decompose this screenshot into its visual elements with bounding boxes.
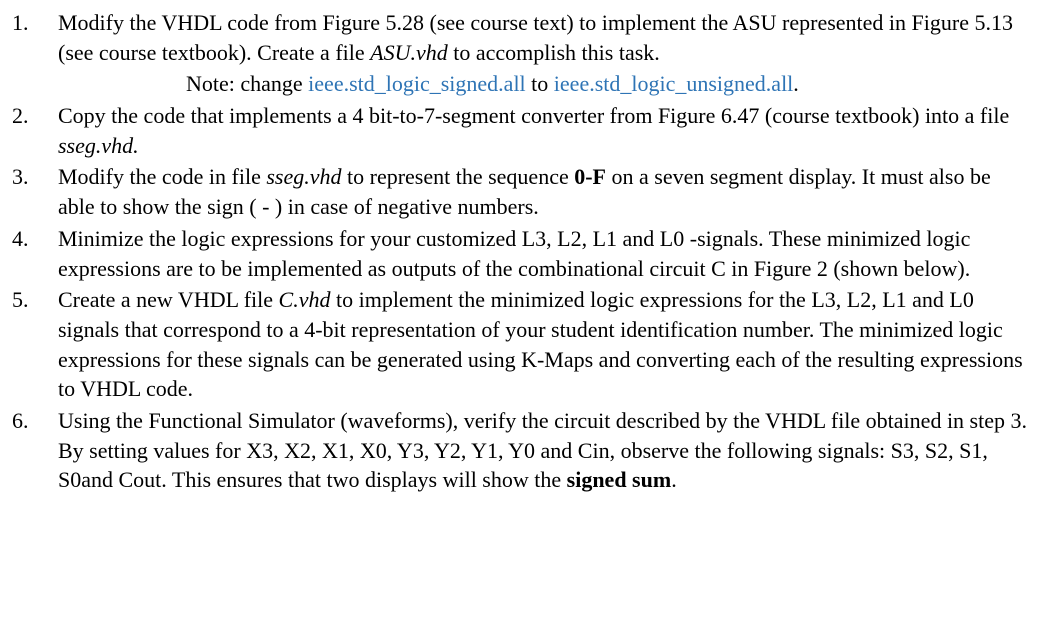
item3-mid: to represent the sequence [342, 164, 575, 189]
list-item-6: 6. Using the Functional Simulator (wavef… [12, 406, 1028, 495]
item5-filename: C.vhd [279, 287, 331, 312]
item6-pre: Using the Functional Simulator (waveform… [58, 408, 1027, 492]
list-number: 6. [12, 406, 40, 436]
list-number: 5. [12, 285, 40, 315]
list-number: 2. [12, 101, 40, 131]
item1-note-post: . [793, 71, 799, 96]
item3-pre: Modify the code in file [58, 164, 266, 189]
item1-note-pre: Note: change [186, 71, 308, 96]
list-item-1: 1. Modify the VHDL code from Figure 5.28… [12, 8, 1028, 99]
item3-bold: 0-F [574, 164, 606, 189]
item3-body: Modify the code in file sseg.vhd to repr… [58, 164, 991, 219]
item2-body: Copy the code that implements a 4 bit-to… [58, 103, 1009, 158]
item5-pre: Create a new VHDL file [58, 287, 279, 312]
numbered-list: 1. Modify the VHDL code from Figure 5.28… [12, 8, 1028, 495]
list-item-4: 4. Minimize the logic expressions for yo… [12, 224, 1028, 283]
item1-body: Modify the VHDL code from Figure 5.28 (s… [58, 10, 1013, 65]
item6-bold: signed sum [567, 467, 672, 492]
list-number: 3. [12, 162, 40, 192]
item2-pre: Copy the code that implements a 4 bit-to… [58, 103, 1009, 128]
list-number: 4. [12, 224, 40, 254]
item1-note-mid: to [526, 71, 554, 96]
list-item-5: 5. Create a new VHDL file C.vhd to imple… [12, 285, 1028, 404]
item2-filename: sseg.vhd. [58, 133, 139, 158]
item4-body: Minimize the logic expressions for your … [58, 226, 970, 281]
list-item-2: 2. Copy the code that implements a 4 bit… [12, 101, 1028, 160]
item1-post: to accomplish this task. [448, 40, 660, 65]
item1-note: Note: change ieee.std_logic_signed.all t… [58, 69, 1028, 99]
item1-code2: ieee.std_logic_unsigned.all [554, 71, 794, 96]
item3-filename: sseg.vhd [266, 164, 341, 189]
item1-filename: ASU.vhd [370, 40, 448, 65]
list-number: 1. [12, 8, 40, 38]
item5-body: Create a new VHDL file C.vhd to implemen… [58, 287, 1023, 401]
item1-code1: ieee.std_logic_signed.all [308, 71, 526, 96]
item6-body: Using the Functional Simulator (waveform… [58, 408, 1027, 492]
item6-post: . [671, 467, 677, 492]
list-item-3: 3. Modify the code in file sseg.vhd to r… [12, 162, 1028, 221]
